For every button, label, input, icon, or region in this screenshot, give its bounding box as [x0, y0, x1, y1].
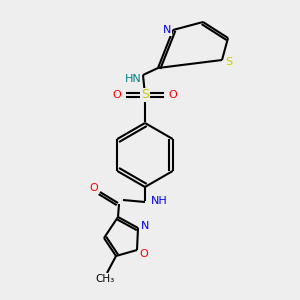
Text: S: S	[225, 57, 233, 67]
Text: O: O	[169, 90, 177, 100]
Text: N: N	[141, 221, 149, 231]
Text: N: N	[163, 25, 171, 35]
Text: HN: HN	[124, 74, 141, 84]
Text: S: S	[141, 88, 149, 101]
Text: O: O	[140, 249, 148, 259]
Text: O: O	[90, 183, 98, 193]
Text: CH₃: CH₃	[95, 274, 115, 284]
Text: NH: NH	[151, 196, 167, 206]
Text: O: O	[112, 90, 122, 100]
